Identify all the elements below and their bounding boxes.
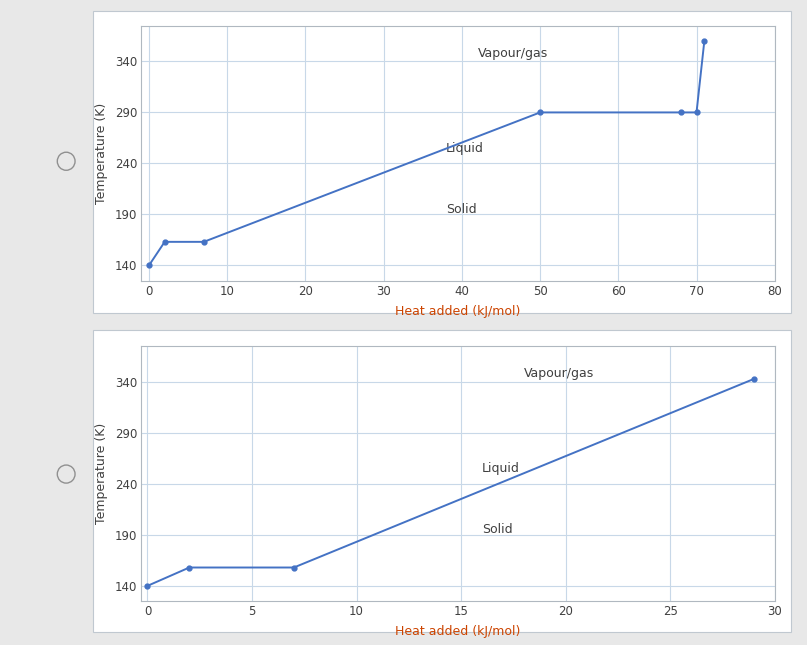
Text: Liquid: Liquid [446, 142, 484, 155]
Y-axis label: Temperature (K): Temperature (K) [94, 423, 108, 524]
Text: Vapour/gas: Vapour/gas [524, 368, 594, 381]
X-axis label: Heat added (kJ/mol): Heat added (kJ/mol) [395, 304, 521, 318]
Text: Vapour/gas: Vapour/gas [478, 47, 548, 60]
Text: Solid: Solid [482, 523, 512, 536]
Y-axis label: Temperature (K): Temperature (K) [94, 103, 108, 204]
X-axis label: Heat added (kJ/mol): Heat added (kJ/mol) [395, 625, 521, 639]
Text: Solid: Solid [446, 203, 477, 215]
Text: Liquid: Liquid [482, 462, 520, 475]
